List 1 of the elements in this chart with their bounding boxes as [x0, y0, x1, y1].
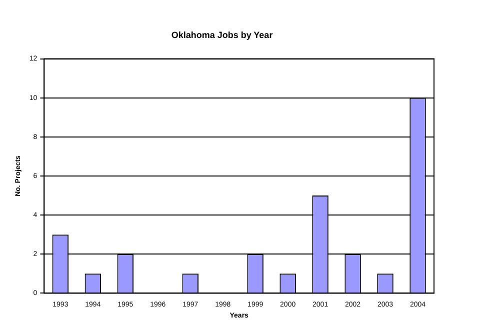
chart-title: Oklahoma Jobs by Year [171, 30, 274, 40]
